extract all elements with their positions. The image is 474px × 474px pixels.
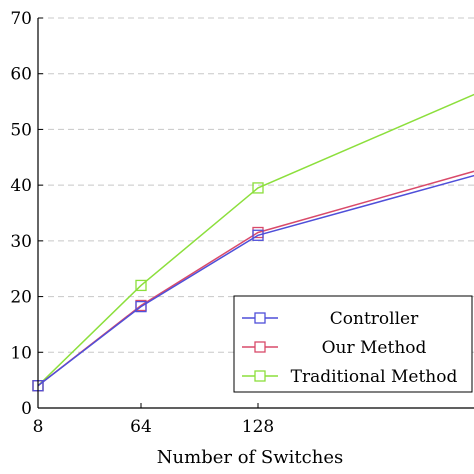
marker-traditional-method-1 <box>135 279 147 292</box>
y-tick-label-30: 30 <box>10 232 32 252</box>
marker-controller-2 <box>252 229 264 241</box>
legend-marker-traditional-method <box>254 370 266 382</box>
legend-marker-our-method <box>254 341 266 353</box>
legend-label-controller: Controller <box>330 309 419 329</box>
y-tick-label-60: 60 <box>10 65 32 85</box>
y-tick-label-20: 20 <box>10 288 32 308</box>
x-tick-label-128: 128 <box>242 417 274 437</box>
legend-label-traditional-method: Traditional Method <box>291 367 458 387</box>
y-tick-label-50: 50 <box>10 120 32 140</box>
y-tick-label-70: 70 <box>10 9 32 29</box>
marker-traditional-method-2 <box>252 182 264 194</box>
y-tick-label-0: 0 <box>21 399 32 419</box>
y-tick-label-40: 40 <box>10 176 32 196</box>
axes <box>37 18 474 409</box>
legend: Controller Our Method Traditional Method <box>233 295 473 393</box>
series-line-controller <box>37 174 474 387</box>
x-axis-ticks: 8 64 128 <box>33 403 274 437</box>
x-axis-label: Number of Switches <box>157 447 343 468</box>
y-axis-ticks: 0 10 20 30 40 50 60 70 <box>10 9 43 419</box>
x-tick-label-8: 8 <box>33 417 44 437</box>
x-tick-label-64: 64 <box>130 417 152 437</box>
series-line-traditional-method <box>37 93 474 387</box>
legend-label-our-method: Our Method <box>322 338 427 358</box>
marker-controller-1 <box>135 300 147 313</box>
series-layer <box>32 93 474 392</box>
y-tick-label-10: 10 <box>10 343 32 363</box>
legend-marker-controller <box>254 312 266 324</box>
